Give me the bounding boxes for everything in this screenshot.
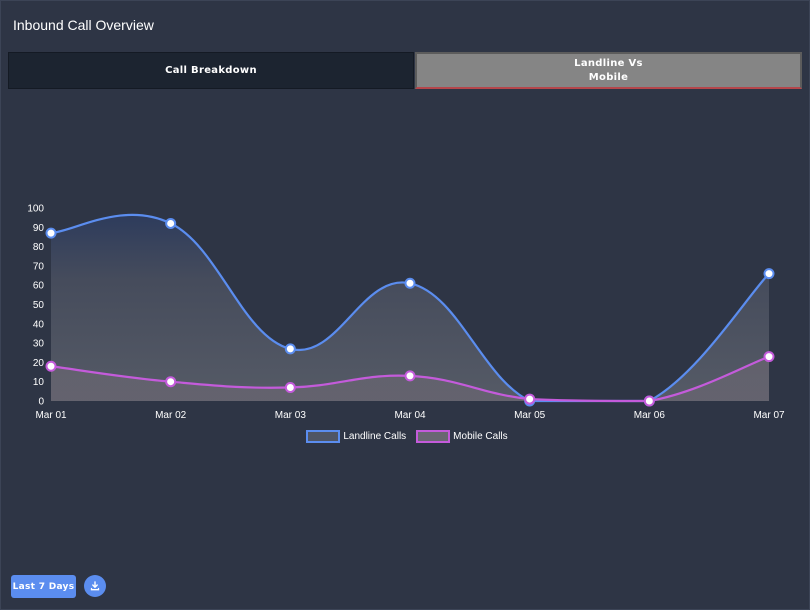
chart-legend: Landline Calls Mobile Calls <box>0 430 810 443</box>
y-tick-label: 90 <box>33 223 45 234</box>
mobile-calls-point-2[interactable] <box>165 376 177 388</box>
x-tick-label: Mar 01 <box>35 410 67 421</box>
legend-swatch-landline <box>306 430 341 443</box>
legend-swatch-mobile <box>416 430 451 443</box>
landline-calls-area <box>51 214 769 401</box>
mobile-calls-point-4[interactable] <box>404 370 416 382</box>
download-icon <box>90 581 100 591</box>
page-title: Inbound Call Overview <box>13 17 154 33</box>
y-tick-label: 100 <box>27 204 44 215</box>
tab-call-breakdown-label: Call Breakdown <box>165 64 257 76</box>
mobile-calls-point-6[interactable] <box>643 395 655 407</box>
landline-calls-point-1[interactable] <box>45 227 57 239</box>
x-axis: Mar 01 Mar 02 Mar 03 Mar 04 Mar 05 Mar 06 Mar … <box>35 410 785 421</box>
y-axis: 0 10 20 30 40 50 60 70 80 90 100 <box>27 204 44 408</box>
y-tick-label: 40 <box>33 319 45 330</box>
mobile-calls-point-3[interactable] <box>284 381 296 393</box>
legend-item-landline[interactable]: Landline Calls <box>306 430 406 443</box>
mobile-calls-point-7[interactable] <box>763 351 775 363</box>
legend-label-mobile: Mobile Calls <box>453 431 508 442</box>
x-tick-label: Mar 04 <box>394 410 426 421</box>
tab-call-breakdown[interactable]: Call Breakdown <box>8 52 414 89</box>
legend-label-landline: Landline Calls <box>343 431 407 442</box>
x-tick-label: Mar 07 <box>753 410 785 421</box>
x-tick-label: Mar 05 <box>514 410 546 421</box>
y-tick-label: 70 <box>33 261 45 272</box>
y-tick-label: 60 <box>33 281 45 292</box>
tab-landline-vs-mobile-label: Landline Vs Mobile <box>574 58 643 83</box>
landline-calls-point-2[interactable] <box>165 217 177 229</box>
y-tick-label: 20 <box>33 358 45 369</box>
download-button[interactable] <box>84 575 106 597</box>
x-tick-label: Mar 02 <box>155 410 187 421</box>
mobile-calls-point-5[interactable] <box>524 393 536 405</box>
y-tick-label: 10 <box>33 377 45 388</box>
y-tick-label: 80 <box>33 242 45 253</box>
landline-calls-point-4[interactable] <box>404 277 416 289</box>
landline-calls-point-7[interactable] <box>763 268 775 280</box>
series-points <box>45 217 775 407</box>
landline-calls-point-3[interactable] <box>284 343 296 355</box>
tab-landline-vs-mobile[interactable]: Landline Vs Mobile <box>415 52 802 89</box>
mobile-calls-point-1[interactable] <box>45 360 57 372</box>
y-tick-label: 30 <box>33 339 45 350</box>
legend-item-mobile[interactable]: Mobile Calls <box>416 430 508 443</box>
y-tick-label: 50 <box>33 300 45 311</box>
date-range-button[interactable]: Last 7 Days <box>11 575 76 598</box>
x-tick-label: Mar 03 <box>275 410 307 421</box>
y-tick-label: 0 <box>38 397 44 408</box>
x-tick-label: Mar 06 <box>634 410 666 421</box>
